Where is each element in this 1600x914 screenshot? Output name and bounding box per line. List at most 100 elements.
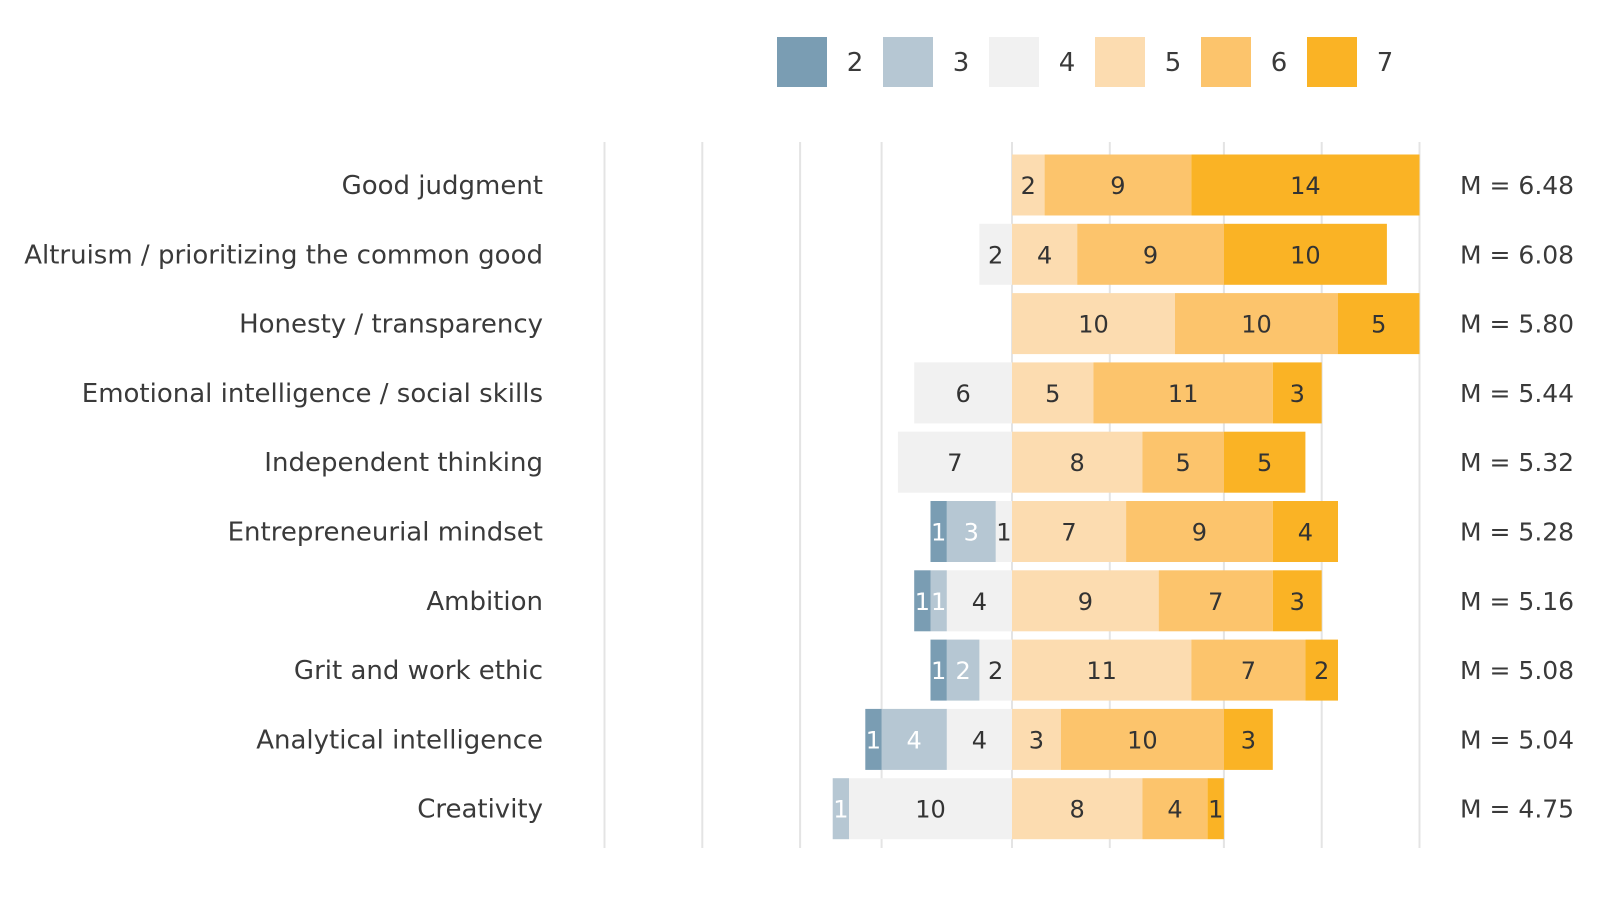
legend-swatch-4	[989, 37, 1039, 87]
bar-segment-6	[1142, 431, 1224, 493]
bar-segment-5	[1012, 778, 1143, 840]
data-label: 5	[1176, 449, 1191, 477]
legend-swatch-7	[1307, 37, 1357, 87]
bar-segment-5	[1012, 293, 1175, 355]
category-label: Emotional intelligence / social skills	[82, 379, 543, 409]
data-label: 3	[1029, 726, 1044, 754]
bar-segment-3	[946, 501, 996, 562]
data-label: 7	[1208, 588, 1223, 616]
bar-segment-3	[881, 708, 947, 770]
category-label: Creativity	[417, 795, 543, 825]
data-label: 7	[1241, 657, 1256, 685]
data-label: 10	[1127, 726, 1158, 754]
bar-row: Emotional intelligence / social skills 6 5…	[82, 362, 1574, 424]
data-label: 1	[931, 519, 946, 547]
bar-row: Creativity 101 8 4 1 M = 4.75	[417, 778, 1574, 840]
legend-label-7: 7	[1377, 48, 1394, 78]
data-label: 9	[1192, 519, 1207, 547]
bar-segment-7	[1272, 501, 1338, 562]
bar-segment-6	[1191, 639, 1306, 701]
bar-segment-3	[930, 570, 947, 632]
data-label: 8	[1070, 796, 1085, 824]
bar-segment-7	[1223, 431, 1306, 493]
bar-segment-4	[979, 223, 1012, 285]
bar-segment-5	[1012, 570, 1159, 632]
data-label: 1	[866, 726, 881, 754]
data-label: 3	[964, 519, 979, 547]
data-label: 14	[1290, 172, 1321, 200]
mean-label: M = 5.04	[1460, 725, 1574, 754]
bar-segment-6	[1044, 154, 1192, 216]
bar-segment-3	[832, 778, 849, 840]
data-label: 4	[1298, 519, 1313, 547]
bar-segment-2	[865, 708, 882, 770]
legend-swatch-3	[883, 37, 933, 87]
data-label: 8	[1070, 449, 1085, 477]
bar-segment-7	[1272, 570, 1322, 632]
bar-segment-4	[979, 639, 1012, 701]
bar-segment-4	[946, 570, 1012, 632]
data-label: 7	[947, 449, 962, 477]
data-label: 3	[1290, 380, 1305, 408]
mean-label: M = 5.08	[1460, 656, 1574, 685]
data-label: 1	[833, 796, 848, 824]
bar-row: Altruism / prioritizing the common good 2…	[24, 223, 1574, 285]
legend-label-3: 3	[953, 48, 970, 78]
data-label: 6	[955, 380, 970, 408]
data-label: 10	[1290, 241, 1321, 269]
bar-segment-5	[1012, 431, 1143, 493]
data-label: 5	[1045, 380, 1060, 408]
bar-segment-6	[1077, 223, 1224, 285]
data-label: 4	[907, 726, 922, 754]
bar-row: Independent thinking 7 8 5 5 M = 5.32	[264, 431, 1574, 493]
category-label: Entrepreneurial mindset	[228, 518, 543, 548]
category-label: Good judgment	[342, 171, 543, 201]
bar-segment-6	[1175, 293, 1338, 355]
data-label: 4	[1037, 241, 1052, 269]
data-label: 11	[1086, 657, 1117, 685]
mean-label: M = 6.48	[1460, 171, 1574, 200]
data-label: 1	[931, 588, 946, 616]
data-label: 1	[1208, 796, 1223, 824]
data-label: 1	[996, 519, 1011, 547]
category-label: Honesty / transparency	[239, 310, 543, 340]
bar-row: Honesty / transparency 10 10 5 M = 5.80	[239, 293, 1574, 355]
bar-segment-2	[930, 639, 947, 701]
legend-swatch-6	[1201, 37, 1251, 87]
data-label: 11	[1168, 380, 1199, 408]
bar-segment-7	[1223, 708, 1273, 770]
bar-segment-4	[849, 778, 1012, 840]
bar-segment-2	[930, 501, 947, 562]
data-label: 2	[988, 241, 1003, 269]
bar-segment-7	[1305, 639, 1338, 701]
bar-segment-5	[1012, 708, 1061, 770]
bar-segment-7	[1207, 778, 1224, 840]
legend-label-5: 5	[1165, 48, 1182, 78]
bar-segment-6	[1158, 570, 1273, 632]
mean-label: M = 5.16	[1460, 587, 1574, 616]
bar-segment-7	[1223, 223, 1387, 285]
data-label: 2	[1021, 172, 1036, 200]
bar-segment-5	[1012, 154, 1045, 216]
bar-segment-2	[914, 570, 931, 632]
bar-segment-5	[1012, 362, 1094, 424]
data-label: 5	[1257, 449, 1272, 477]
bar-segment-4	[914, 362, 1012, 424]
mean-label: M = 6.08	[1460, 240, 1574, 269]
category-label: Altruism / prioritizing the common good	[24, 240, 543, 270]
bar-segment-7	[1191, 154, 1420, 216]
legend-label-4: 4	[1059, 48, 1076, 78]
bar-segment-3	[946, 639, 980, 701]
data-label: 10	[915, 796, 946, 824]
mean-label: M = 5.28	[1460, 518, 1574, 547]
data-label: 9	[1078, 588, 1093, 616]
bar-row: Good judgment 2 9 14 M = 6.48	[342, 154, 1574, 216]
bar-segment-4	[897, 431, 1012, 493]
mean-label: M = 4.75	[1460, 795, 1574, 824]
data-label: 3	[1241, 726, 1256, 754]
bar-row: Analytical intelligence 441 3 10 3 M = 5.04	[256, 708, 1574, 770]
data-label: 10	[1078, 311, 1109, 339]
category-label: Analytical intelligence	[256, 725, 543, 755]
data-label: 10	[1241, 311, 1272, 339]
